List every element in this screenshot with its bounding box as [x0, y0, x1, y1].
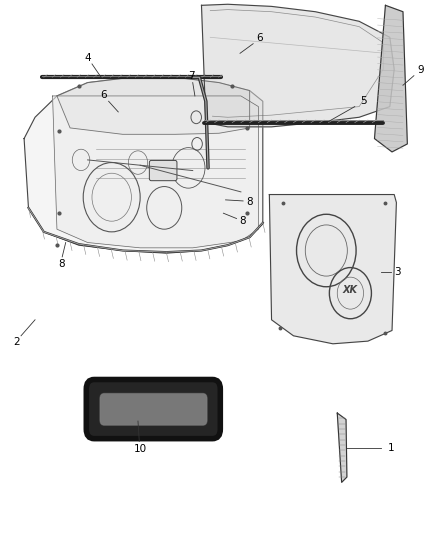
Text: 9: 9 — [417, 66, 424, 75]
Text: 6: 6 — [100, 90, 107, 100]
Text: 7: 7 — [188, 71, 195, 81]
Polygon shape — [53, 96, 258, 248]
Text: 3: 3 — [394, 267, 401, 277]
FancyBboxPatch shape — [86, 379, 220, 439]
Text: 2: 2 — [13, 337, 20, 347]
FancyBboxPatch shape — [149, 160, 177, 181]
Polygon shape — [269, 195, 396, 344]
Text: 5: 5 — [360, 96, 367, 106]
Text: 8: 8 — [239, 216, 246, 225]
Text: 4: 4 — [84, 53, 91, 62]
Polygon shape — [57, 77, 250, 134]
Text: 1: 1 — [388, 443, 395, 453]
Polygon shape — [374, 5, 407, 152]
Polygon shape — [24, 77, 263, 253]
Text: 6: 6 — [256, 34, 263, 43]
Polygon shape — [201, 4, 394, 127]
FancyBboxPatch shape — [100, 393, 207, 425]
Text: XK: XK — [343, 286, 358, 295]
Text: 8: 8 — [58, 259, 65, 269]
Polygon shape — [337, 413, 347, 482]
Text: 10: 10 — [134, 444, 147, 454]
Text: 8: 8 — [246, 197, 253, 207]
